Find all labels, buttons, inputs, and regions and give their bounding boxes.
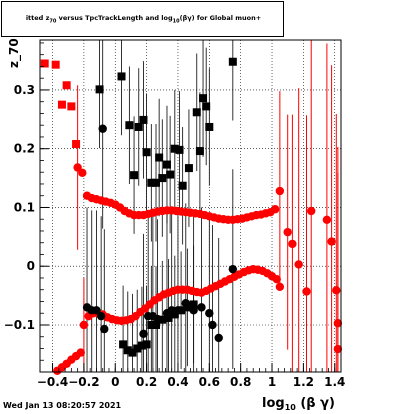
data-point [270, 205, 280, 214]
data-point [158, 174, 167, 183]
data-point [283, 227, 292, 237]
data-point [166, 170, 175, 179]
data-markers [40, 57, 343, 376]
data-point [128, 348, 137, 357]
y-tick-label: 0 [27, 259, 35, 273]
data-point [275, 282, 285, 291]
y-tick-label: −0.1 [4, 318, 35, 332]
data-point [147, 178, 156, 187]
data-point [164, 313, 173, 322]
data-point [155, 153, 164, 162]
data-point [294, 260, 303, 269]
x-tick-label: 1.2 [293, 375, 314, 389]
data-point [322, 215, 332, 225]
data-point [92, 306, 101, 315]
data-point [123, 346, 132, 355]
data-point [162, 160, 171, 169]
data-point [133, 344, 142, 353]
data-point [205, 309, 214, 318]
x-tick-label: 1 [268, 375, 276, 389]
timestamp: Wed Jan 13 08:20:57 2021 [3, 401, 122, 410]
x-axis-label: log10 (β γ) [262, 396, 335, 412]
data-point [288, 239, 297, 249]
data-point [202, 102, 211, 111]
data-point [175, 145, 184, 154]
data-point [79, 320, 89, 330]
data-point [152, 178, 161, 187]
data-point [78, 168, 87, 177]
data-point [192, 108, 201, 117]
data-point [327, 237, 336, 246]
y-tick-label: 0.2 [14, 142, 35, 156]
data-point [152, 320, 161, 329]
data-point [142, 340, 151, 349]
data-point [139, 115, 148, 124]
data-point [272, 274, 281, 284]
data-point [130, 171, 139, 180]
y-tick-label: 0.3 [14, 83, 35, 97]
data-point [173, 306, 183, 315]
data-point [184, 164, 193, 173]
data-point [199, 94, 208, 103]
data-point [275, 186, 285, 196]
x-tick-label: 0.6 [199, 375, 220, 389]
title-box: itted z70 versus TpcTrackLength and log1… [1, 1, 284, 37]
data-point [189, 300, 198, 309]
data-point [119, 340, 128, 349]
data-point [332, 286, 341, 295]
x-tick-label: 0.2 [136, 375, 157, 389]
data-point [183, 303, 192, 312]
data-point [228, 264, 238, 274]
x-tick-label: −0.4 [37, 375, 68, 389]
data-point [302, 287, 311, 296]
data-point [333, 319, 343, 328]
data-point [214, 333, 223, 343]
data-point [170, 144, 179, 153]
data-point [147, 320, 156, 329]
x-tick-label: 1.4 [324, 375, 345, 389]
data-point [137, 341, 146, 350]
data-point [95, 85, 104, 94]
data-point [307, 206, 316, 216]
data-point [189, 306, 198, 315]
data-point [117, 72, 126, 81]
data-point [96, 311, 106, 321]
x-tick-label: −0.2 [68, 375, 99, 389]
data-point [57, 100, 66, 109]
data-point [208, 320, 217, 330]
data-point [181, 299, 190, 308]
chart-title: itted z70 versus TpcTrackLength and log1… [25, 14, 262, 25]
data-point [170, 310, 179, 319]
data-point [72, 140, 81, 149]
data-point [139, 329, 148, 339]
data-point [333, 344, 343, 354]
data-point [125, 121, 134, 130]
y-axis-label: z_70 [7, 38, 22, 68]
x-tick-label: 0.8 [230, 375, 251, 389]
data-point [195, 147, 204, 156]
data-point [62, 81, 71, 90]
axis-ticks: −0.4 −0.2 0 0.2 0.4 0.6 0.8 1 1.2 1.4 −0.1 0 0.1 0.2 0… [4, 42, 345, 389]
data-point [51, 60, 60, 69]
data-point [40, 59, 49, 68]
data-point [98, 124, 107, 133]
data-point [205, 122, 214, 131]
data-point [158, 315, 167, 324]
data-point [197, 303, 206, 312]
data-point [167, 306, 176, 315]
x-tick-label: 0.4 [167, 375, 188, 389]
data-point [134, 122, 143, 131]
data-point [228, 57, 237, 66]
data-point [153, 314, 162, 324]
data-point [67, 102, 76, 111]
data-point [142, 148, 151, 157]
data-point [100, 324, 109, 334]
y-tick-label: 0.1 [14, 200, 35, 214]
x-tick-label: 0 [111, 375, 119, 389]
data-point [76, 348, 85, 357]
data-point [178, 181, 187, 190]
